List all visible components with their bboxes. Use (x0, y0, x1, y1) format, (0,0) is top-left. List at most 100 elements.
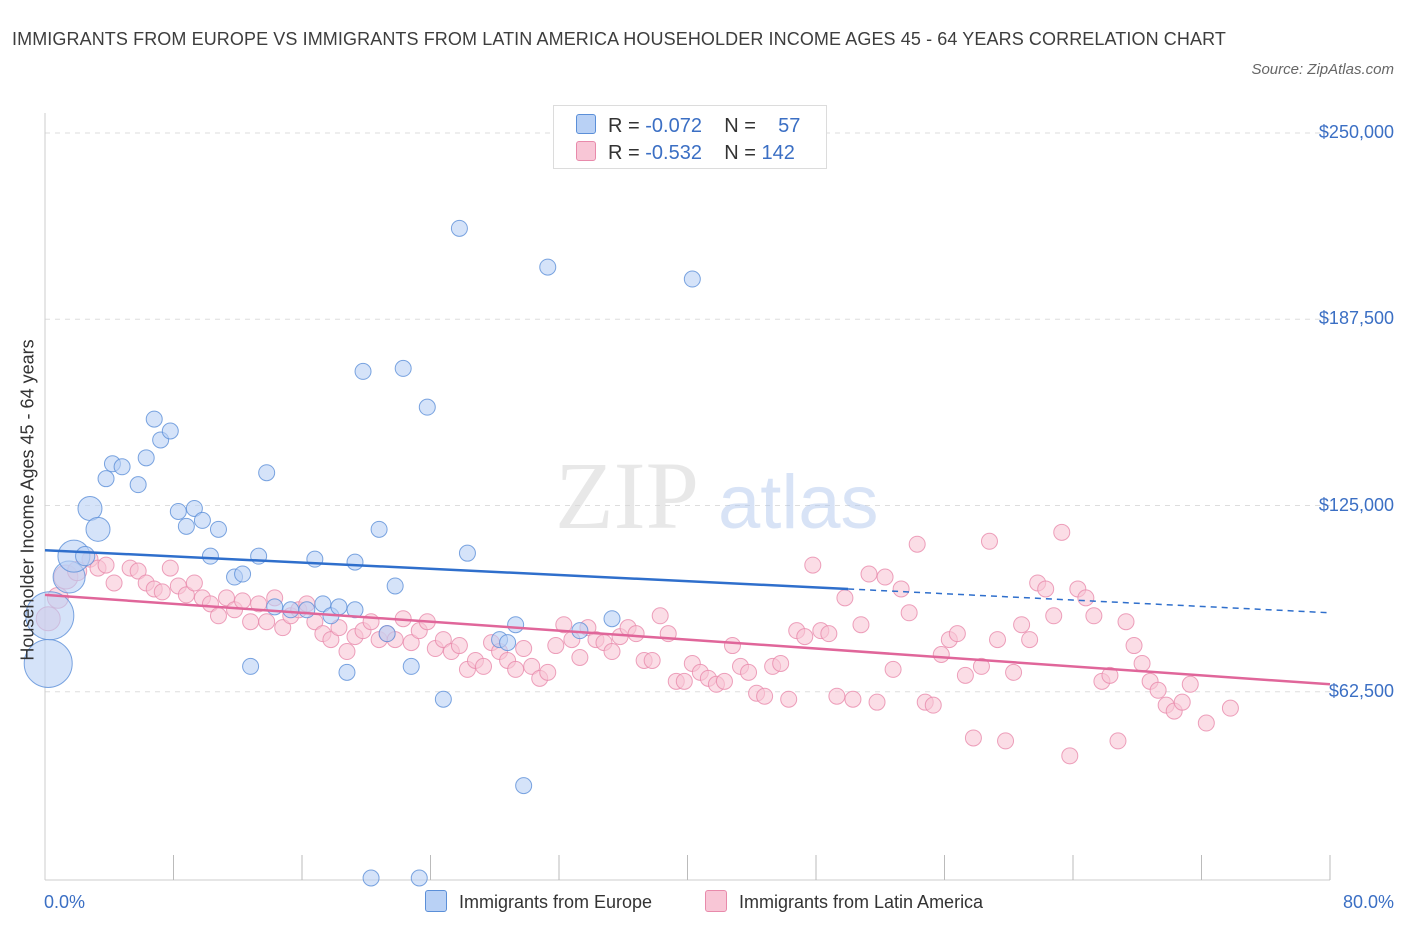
europe-point-42 (402, 657, 420, 675)
europe-point-18 (193, 511, 211, 529)
europe-point-28 (298, 601, 316, 619)
latam-point-77 (675, 672, 693, 690)
latam-point-101 (868, 693, 886, 711)
latam-point-131 (1109, 732, 1127, 750)
europe-trend-extension (848, 588, 1331, 614)
latam-point-85 (740, 663, 758, 681)
latam-point-90 (780, 690, 798, 708)
y-tick-label-1: $125,000 (1318, 494, 1394, 515)
latam-point-33 (322, 631, 340, 649)
latam-point-133 (1125, 637, 1143, 655)
latam-point-25 (258, 613, 276, 631)
bottom-legend-latam: Immigrants from Latin America (705, 890, 983, 913)
latam-point-47 (434, 631, 452, 649)
latam-point-12 (153, 583, 171, 601)
latam-point-132 (1117, 613, 1135, 631)
latam-point-136 (1149, 681, 1167, 699)
latam-point-34 (330, 619, 348, 637)
europe-point-38 (370, 520, 388, 538)
latam-points (35, 523, 1239, 765)
legend-row-latam: R = -0.532 N = 142 (576, 141, 795, 165)
europe-swatch (576, 114, 596, 134)
latam-point-99 (852, 616, 870, 634)
europe-point-46 (450, 219, 468, 237)
x-tick-max: 80.0% (1342, 892, 1394, 912)
europe-point-6 (75, 546, 96, 567)
europe-trend-line (44, 548, 849, 591)
x-tick-min: 0.0% (44, 892, 86, 912)
europe-point-41 (394, 359, 412, 377)
latam-point-62 (555, 616, 573, 634)
europe-point-44 (418, 398, 436, 416)
latam-point-141 (1197, 714, 1215, 732)
bottom-latam-swatch (705, 890, 727, 912)
europe-point-22 (234, 565, 252, 583)
latam-point-124 (1053, 523, 1071, 541)
latam-point-24 (250, 595, 268, 613)
latam-point-16 (185, 574, 203, 592)
latam-point-120 (1021, 631, 1039, 649)
bottom-europe-swatch (425, 890, 447, 912)
latam-point-7 (105, 574, 123, 592)
europe-point-39 (378, 625, 396, 643)
latam-point-87 (756, 687, 774, 705)
watermark: ZIP atlas (555, 442, 879, 549)
chart-source: Source: ZipAtlas.com (1251, 61, 1394, 78)
europe-point-15 (169, 502, 187, 520)
bottom-legend-europe: Immigrants from Europe (425, 890, 652, 913)
europe-point-32 (330, 598, 348, 616)
latam-point-64 (571, 648, 589, 666)
latam-point-130 (1101, 666, 1119, 684)
europe-point-5 (85, 516, 111, 542)
latam-point-117 (997, 732, 1015, 750)
watermark-atlas: atlas (718, 460, 879, 545)
latam-point-142 (1221, 699, 1239, 717)
europe-point-29 (306, 550, 324, 568)
europe-point-12 (145, 410, 163, 428)
latam-point-43 (402, 634, 420, 652)
europe-point-54 (603, 610, 621, 628)
europe-point-16 (177, 517, 195, 535)
latam-point-49 (450, 637, 468, 655)
latam-point-119 (1013, 616, 1031, 634)
latam-point-15 (177, 586, 195, 604)
europe-point-14 (161, 422, 179, 440)
latam-point-114 (972, 657, 990, 675)
latam-point-134 (1133, 654, 1151, 672)
latam-point-108 (924, 696, 942, 714)
latam-point-113 (964, 729, 982, 747)
legend-latam-n-value: 142 (761, 142, 795, 164)
bottom-latam-label: Immigrants from Latin America (739, 892, 984, 912)
europe-point-40 (386, 577, 404, 595)
watermark-zip: ZIP (555, 442, 699, 549)
latam-point-92 (796, 628, 814, 646)
europe-point-47 (458, 544, 476, 562)
latam-point-73 (643, 651, 661, 669)
latam-point-128 (1085, 607, 1103, 625)
latam-point-56 (507, 660, 525, 678)
europe-point-9 (113, 458, 131, 476)
latam-point-52 (475, 657, 493, 675)
europe-point-43 (410, 869, 428, 887)
latam-point-106 (908, 535, 926, 553)
europe-point-34 (346, 553, 364, 571)
legend-row-europe: R = -0.072 N = 57 (576, 114, 800, 138)
latam-point-118 (1005, 663, 1023, 681)
latam-point-27 (274, 619, 292, 637)
latam-point-104 (892, 580, 910, 598)
latam-point-115 (980, 532, 998, 550)
latam-point-71 (627, 625, 645, 643)
latam-point-68 (603, 643, 621, 661)
legend-latam-r-label: R = (608, 142, 640, 164)
latam-point-9 (129, 562, 147, 580)
europe-point-11 (137, 449, 155, 467)
europe-point-27 (282, 601, 300, 619)
latam-point-82 (715, 672, 733, 690)
latam-point-74 (651, 607, 669, 625)
latam-point-123 (1045, 607, 1063, 625)
europe-point-33 (338, 663, 356, 681)
latam-point-102 (876, 568, 894, 586)
chart-title: IMMIGRANTS FROM EUROPE VS IMMIGRANTS FRO… (12, 29, 1226, 49)
latam-point-112 (956, 666, 974, 684)
europe-point-17 (185, 499, 203, 517)
